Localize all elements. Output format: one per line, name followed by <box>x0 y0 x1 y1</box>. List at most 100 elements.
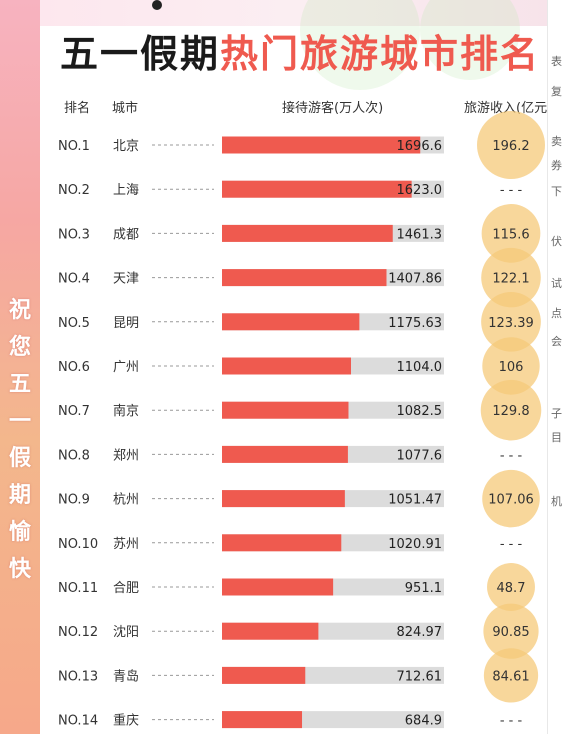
bar <box>222 445 348 463</box>
revenue-value-label: 115.6 <box>492 227 529 242</box>
edge-char: 券 <box>551 159 562 172</box>
rank-label: NO.4 <box>58 272 90 287</box>
revenue-bubble <box>487 563 535 611</box>
city-label: 昆明 <box>113 316 139 331</box>
revenue-bubble <box>482 337 540 395</box>
decor-circle <box>420 0 520 80</box>
rank-label: NO.2 <box>58 183 90 198</box>
edge-char: 点 <box>551 307 562 320</box>
right-edge-strip: 表复卖券下伏试点会子目机 <box>547 0 562 734</box>
city-label: 青岛 <box>113 668 139 684</box>
edge-char: 伏 <box>551 235 562 248</box>
revenue-value-label: 107.06 <box>488 493 534 508</box>
edge-char: 机 <box>551 495 562 508</box>
revenue-value-label: 84.61 <box>492 669 529 684</box>
visitor-value-label: 712.61 <box>397 669 443 684</box>
city-label: 沈阳 <box>113 625 139 640</box>
revenue-value-label: - - - <box>500 537 523 552</box>
slogan-char: 您 <box>8 335 31 360</box>
header-rank: 排名 <box>64 101 91 116</box>
bar <box>222 534 342 552</box>
slogan: 祝您五一假期愉快 <box>0 292 40 588</box>
bar <box>222 136 421 154</box>
revenue-bubble <box>483 648 539 703</box>
city-label: 天津 <box>113 272 139 287</box>
rank-label: NO.14 <box>58 714 98 729</box>
edge-char: 下 <box>551 185 562 198</box>
revenue-bubble <box>482 469 540 528</box>
city-label: 广州 <box>113 360 139 375</box>
rank-label: NO.13 <box>58 669 98 684</box>
bar <box>222 622 319 640</box>
rank-label: NO.11 <box>58 581 98 596</box>
title-part-1: 五一假期 <box>60 32 221 76</box>
edge-char: 目 <box>551 431 562 444</box>
city-label: 郑州 <box>113 448 139 463</box>
edge-char: 子 <box>551 407 562 420</box>
bar <box>222 666 306 684</box>
slogan-char: 期 <box>8 483 31 508</box>
slogan-char: 快 <box>8 557 31 582</box>
left-decor-band: 祝您五一假期愉快 <box>0 0 40 734</box>
visitor-value-label: 1104.0 <box>397 360 443 375</box>
bar <box>222 578 334 596</box>
page-title: 五一假期热门旅游城市排名 <box>60 26 550 82</box>
bar <box>222 711 303 729</box>
visitor-value-label: 1696.6 <box>397 139 443 154</box>
city-label: 杭州 <box>113 493 139 508</box>
edge-char: 会 <box>551 335 562 348</box>
revenue-value-label: 196.2 <box>492 139 529 154</box>
bar <box>222 357 351 375</box>
rank-label: NO.12 <box>58 625 98 640</box>
bar <box>222 401 349 419</box>
visitor-value-label: 1623.0 <box>397 183 443 198</box>
bar <box>222 269 387 287</box>
revenue-value-label: - - - <box>500 714 523 729</box>
flower-icon <box>152 0 162 10</box>
rank-label: NO.9 <box>58 493 90 508</box>
visitor-value-label: 1082.5 <box>397 404 443 419</box>
city-label: 成都 <box>113 227 139 242</box>
city-label: 南京 <box>113 403 139 419</box>
city-label: 北京 <box>113 139 139 154</box>
edge-char: 试 <box>551 277 562 290</box>
slogan-char: 一 <box>8 409 31 434</box>
rank-label: NO.8 <box>58 448 90 463</box>
revenue-value-label: 106 <box>499 360 524 375</box>
revenue-value-label: 129.8 <box>492 404 529 419</box>
revenue-value-label: 90.85 <box>492 625 529 640</box>
bar <box>222 180 412 198</box>
revenue-value-label: 122.1 <box>492 272 529 287</box>
edge-char: 复 <box>551 85 562 98</box>
revenue-bubble <box>481 247 541 308</box>
visitor-value-label: 1077.6 <box>397 448 443 463</box>
revenue-value-label: - - - <box>500 448 523 463</box>
slogan-char: 五 <box>8 372 31 397</box>
header-revenue: 旅游收入(亿元 <box>464 101 548 116</box>
rank-label: NO.7 <box>58 404 90 419</box>
visitor-value-label: 684.9 <box>405 714 442 729</box>
visitor-value-label: 1175.63 <box>388 316 442 331</box>
visitor-value-label: 951.1 <box>405 581 442 596</box>
visitor-value-label: 824.97 <box>397 625 443 640</box>
edge-char: 表 <box>551 55 562 68</box>
bar <box>222 490 345 508</box>
city-label: 上海 <box>113 183 139 198</box>
visitor-value-label: 1051.47 <box>388 493 442 508</box>
header-city: 城市 <box>112 101 139 116</box>
visitor-value-label: 1461.3 <box>397 227 443 242</box>
rank-label: NO.10 <box>58 537 98 552</box>
header-decoration <box>40 0 548 26</box>
revenue-bubble <box>483 603 539 659</box>
bar <box>222 224 393 242</box>
city-label: 合肥 <box>113 581 139 596</box>
slogan-char: 假 <box>8 446 31 471</box>
bar <box>222 313 360 331</box>
visitor-value-label: 1407.86 <box>388 272 442 287</box>
revenue-bubble <box>481 291 541 352</box>
rank-label: NO.3 <box>58 227 90 242</box>
rank-label: NO.5 <box>58 316 90 331</box>
edge-char: 卖 <box>551 135 562 148</box>
city-label: 苏州 <box>113 536 139 552</box>
